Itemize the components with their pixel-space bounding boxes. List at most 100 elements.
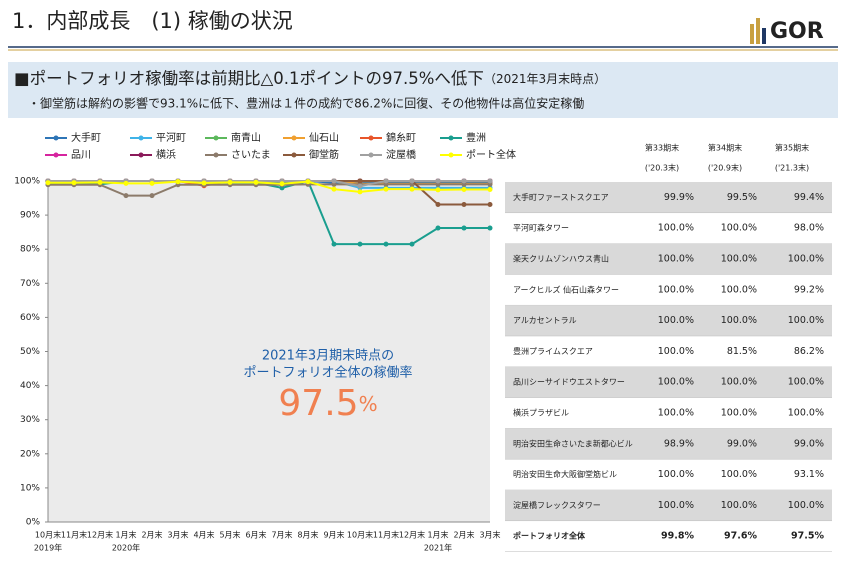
- x-tick-label: 12月末: [399, 530, 425, 540]
- legend-label: 淀屋橋: [386, 148, 416, 161]
- y-tick-label: 100%: [14, 177, 40, 187]
- x-tick-label: 1月末: [427, 530, 448, 540]
- table-value: 99.4%: [794, 192, 824, 203]
- legend-marker: [291, 152, 297, 158]
- legend-label: 品川: [71, 149, 91, 161]
- data-point: [383, 178, 389, 184]
- data-point: [149, 180, 155, 186]
- data-point: [409, 186, 415, 192]
- row-bg: [505, 490, 832, 521]
- table-value: 100.0%: [658, 377, 694, 388]
- annotation-value: 97.5%: [278, 383, 377, 424]
- table-value: 99.5%: [727, 192, 757, 203]
- legend-label: 御堂筋: [309, 148, 339, 161]
- table-value: 97.6%: [724, 531, 757, 542]
- legend-label: 仙石山: [309, 131, 339, 144]
- legend-marker: [138, 135, 144, 141]
- row-bg: [505, 305, 832, 336]
- legend-label: 平河町: [156, 132, 186, 144]
- column-header: ('21.3末): [775, 163, 809, 173]
- x-tick-label: 5月末: [219, 530, 240, 540]
- data-point: [383, 241, 389, 247]
- row-bg: [505, 243, 832, 275]
- table-value: 100.0%: [788, 500, 824, 511]
- y-tick-label: 0%: [26, 518, 41, 528]
- x-group-label: 2020年: [112, 543, 140, 553]
- table-value: 100.0%: [721, 254, 757, 265]
- x-tick-label: 10月末: [347, 530, 373, 540]
- data-point: [461, 178, 467, 184]
- table-value: 97.5%: [791, 531, 824, 542]
- table-value: 100.0%: [788, 377, 824, 388]
- table-value: 86.2%: [794, 346, 824, 357]
- legend-marker: [291, 135, 297, 141]
- x-tick-label: 2月末: [453, 530, 474, 540]
- column-header: ('20.3末): [645, 163, 679, 173]
- data-point: [175, 179, 181, 185]
- x-tick-label: 1月末: [115, 530, 136, 540]
- x-tick-label: 11月末: [61, 530, 87, 540]
- series-line: [48, 180, 490, 193]
- x-group-label: 2021年: [424, 543, 452, 553]
- data-point: [409, 178, 415, 184]
- legend-marker: [448, 152, 454, 158]
- table-row-label: 淀屋橋フレックスタワー: [513, 500, 601, 510]
- data-point: [461, 187, 467, 193]
- series-line: [48, 180, 490, 188]
- table-row-label: 明治安田生命さいたま新都心ビル: [513, 438, 633, 448]
- data-point: [383, 186, 389, 192]
- legend-marker: [213, 135, 219, 141]
- table-row-label: アークヒルズ 仙石山森タワー: [513, 284, 619, 294]
- data-point: [123, 193, 129, 199]
- column-header: 第33期末: [645, 143, 679, 153]
- data-point: [357, 183, 363, 189]
- table-value: 100.0%: [788, 254, 824, 265]
- data-point: [461, 202, 467, 208]
- annotation: 2021年3月期末時点の: [262, 349, 394, 364]
- plot-area: [48, 181, 490, 522]
- data-point: [461, 225, 467, 231]
- data-point: [357, 178, 363, 184]
- y-tick-label: 40%: [20, 381, 40, 391]
- table-row-label: 豊洲プライムスクエア: [513, 346, 593, 356]
- row-bg: [505, 428, 832, 460]
- table-value: 93.1%: [794, 469, 824, 480]
- data-point: [149, 193, 155, 199]
- data-point: [71, 180, 77, 186]
- table-value: 100.0%: [721, 315, 757, 326]
- legend-label: さいたま: [231, 149, 271, 161]
- legend-marker: [53, 152, 59, 158]
- table-row-label: 平河町森タワー: [513, 223, 569, 233]
- table-value: 98.0%: [794, 223, 824, 234]
- logo: GOR: [750, 18, 824, 44]
- row-bg: [505, 366, 832, 398]
- x-tick-label: 9月末: [323, 530, 344, 540]
- y-tick-label: 20%: [20, 449, 40, 459]
- table-row-label: 横浜プラザビル: [513, 408, 569, 418]
- x-tick-label: 3月末: [167, 530, 188, 540]
- legend-label: 豊洲: [466, 131, 486, 144]
- x-tick-label: 2月末: [141, 530, 162, 540]
- annotation-number: 97.5: [278, 383, 358, 424]
- table-value: 99.0%: [794, 438, 824, 449]
- page-title: 1．内部成長 (1) 稼働の状況: [12, 9, 293, 33]
- table-row-label: 楽天クリムゾンハウス青山: [513, 254, 609, 264]
- table-row-label: アルカセントラル: [513, 316, 577, 325]
- table-value: 100.0%: [658, 469, 694, 480]
- column-header: 第35期末: [775, 143, 809, 153]
- table-value: 100.0%: [721, 408, 757, 419]
- column-header: ('20.9末): [708, 163, 742, 173]
- headline-detail: ・御堂筋は解約の影響で93.1%に低下、豊洲は１件の成約で86.2%に回復、その…: [28, 96, 584, 111]
- table-value: 100.0%: [658, 408, 694, 419]
- legend-marker: [368, 135, 374, 141]
- legend-label: 錦糸町: [386, 131, 416, 144]
- legend-marker: [368, 152, 374, 158]
- data-point: [227, 179, 233, 185]
- data-point: [331, 178, 337, 184]
- data-point: [357, 189, 363, 195]
- table-row-label: 明治安田生命大阪御堂筋ビル: [513, 469, 617, 479]
- y-tick-label: 60%: [20, 313, 40, 323]
- x-tick-label: 8月末: [297, 530, 318, 540]
